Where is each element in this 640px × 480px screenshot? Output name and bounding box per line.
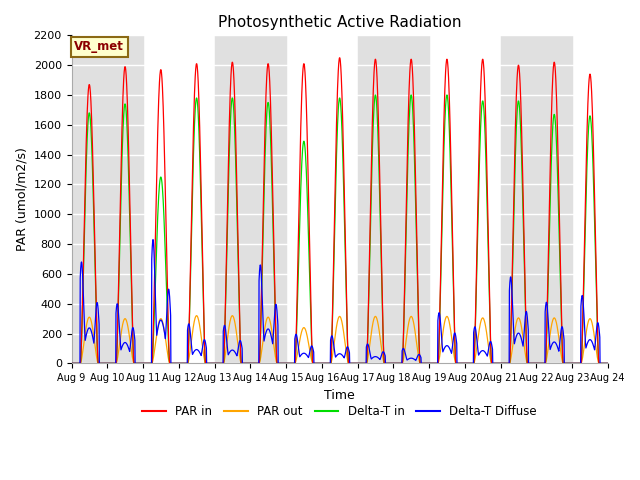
Text: VR_met: VR_met xyxy=(74,40,124,53)
Title: Photosynthetic Active Radiation: Photosynthetic Active Radiation xyxy=(218,15,461,30)
Y-axis label: PAR (umol/m2/s): PAR (umol/m2/s) xyxy=(15,147,28,252)
Bar xyxy=(500,36,572,363)
X-axis label: Time: Time xyxy=(324,389,355,402)
Bar xyxy=(72,36,143,363)
Bar xyxy=(214,36,286,363)
Bar xyxy=(358,36,429,363)
Legend: PAR in, PAR out, Delta-T in, Delta-T Diffuse: PAR in, PAR out, Delta-T in, Delta-T Dif… xyxy=(138,401,541,423)
